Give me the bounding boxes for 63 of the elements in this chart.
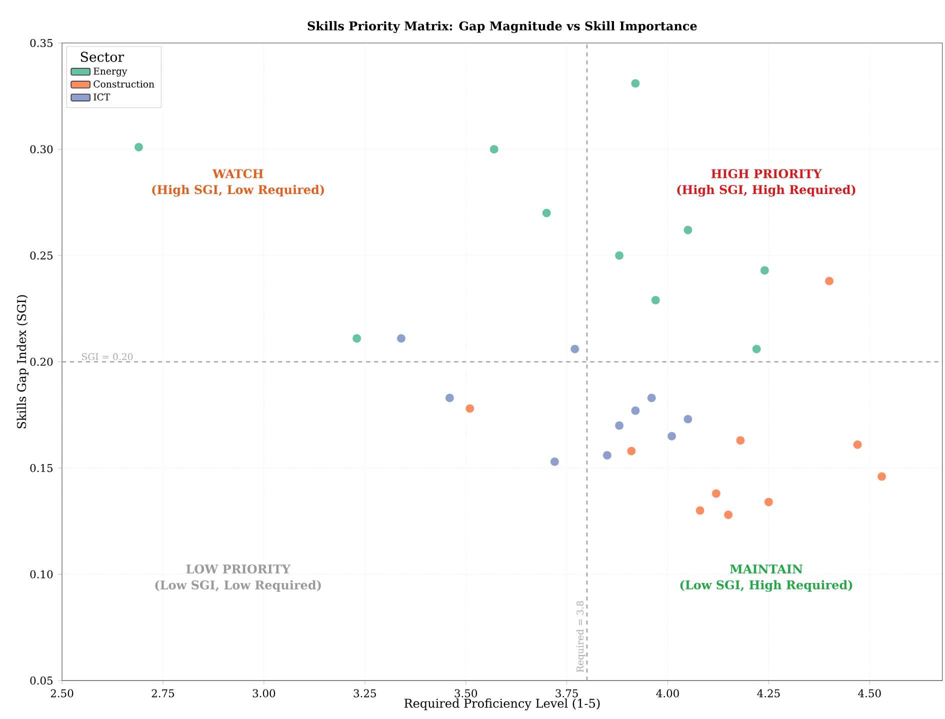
ref-line-label: SGI = 0.20 xyxy=(82,353,133,360)
point xyxy=(550,456,560,466)
point xyxy=(736,436,746,445)
annotation: MAINTAIN xyxy=(730,564,803,574)
point xyxy=(626,446,636,456)
point xyxy=(465,404,474,414)
point xyxy=(630,78,640,88)
point xyxy=(683,414,693,424)
point xyxy=(764,497,774,507)
y-axis-title: Skills Gap Index (SGI) xyxy=(16,295,28,428)
point xyxy=(490,144,499,154)
x-tick-label: 3.00 xyxy=(252,689,276,698)
point xyxy=(651,295,660,305)
annotation: HIGH PRIORITY xyxy=(711,169,822,178)
legend-label: Energy xyxy=(94,68,128,76)
annotation: WATCH xyxy=(212,169,264,178)
y-tick-label: 0.15 xyxy=(30,464,52,472)
y-tick-label: 0.10 xyxy=(30,570,53,578)
x-tick-label: 3.75 xyxy=(556,689,578,698)
legend-label: ICT xyxy=(94,93,110,100)
point xyxy=(542,208,552,218)
point xyxy=(877,472,886,482)
point xyxy=(712,488,721,498)
legend-title: Sector xyxy=(80,52,124,62)
y-tick-label: 0.35 xyxy=(30,38,52,47)
x-tick-label: 4.50 xyxy=(858,689,881,698)
x-tick-label: 3.50 xyxy=(454,689,478,698)
point xyxy=(752,344,762,354)
point xyxy=(695,506,705,516)
x-tick-label: 4.25 xyxy=(757,689,780,698)
point xyxy=(445,393,454,402)
point xyxy=(683,225,693,235)
y-tick-label: 0.30 xyxy=(30,145,53,154)
y-tick-label: 0.25 xyxy=(30,251,52,260)
point xyxy=(614,250,624,260)
annotation: (High SGI, Low Required) xyxy=(152,184,324,196)
x-tick-label: 4.00 xyxy=(656,689,679,698)
ref-line-label: Required = 3.8 xyxy=(576,601,586,672)
x-tick-label: 2.50 xyxy=(50,689,74,698)
point xyxy=(667,431,676,441)
point xyxy=(724,510,733,520)
annotation: (High SGI, High Required) xyxy=(677,184,856,196)
chart-title: Skills Priority Matrix: Gap Magnitude vs Skill Importance xyxy=(308,21,697,33)
point xyxy=(570,344,580,354)
point xyxy=(134,142,144,152)
point xyxy=(852,440,862,450)
annotation: LOW PRIORITY xyxy=(186,564,291,574)
point xyxy=(630,406,640,416)
point xyxy=(760,266,770,275)
x-axis-title: Required Proficiency Level (1-5) xyxy=(404,698,600,710)
point xyxy=(396,334,406,343)
x-tick-label: 3.25 xyxy=(354,689,376,698)
point xyxy=(602,450,612,460)
y-tick-label: 0.05 xyxy=(30,676,52,684)
annotation: (Low SGI, Low Required) xyxy=(155,580,321,592)
y-tick-label: 0.20 xyxy=(30,358,53,366)
point xyxy=(824,276,834,286)
x-tick-label: 2.75 xyxy=(152,689,174,698)
point xyxy=(614,420,624,430)
annotation: (Low SGI, High Required) xyxy=(680,580,852,592)
legend-label: Construction xyxy=(94,80,154,88)
point xyxy=(352,334,362,343)
point xyxy=(646,393,656,402)
